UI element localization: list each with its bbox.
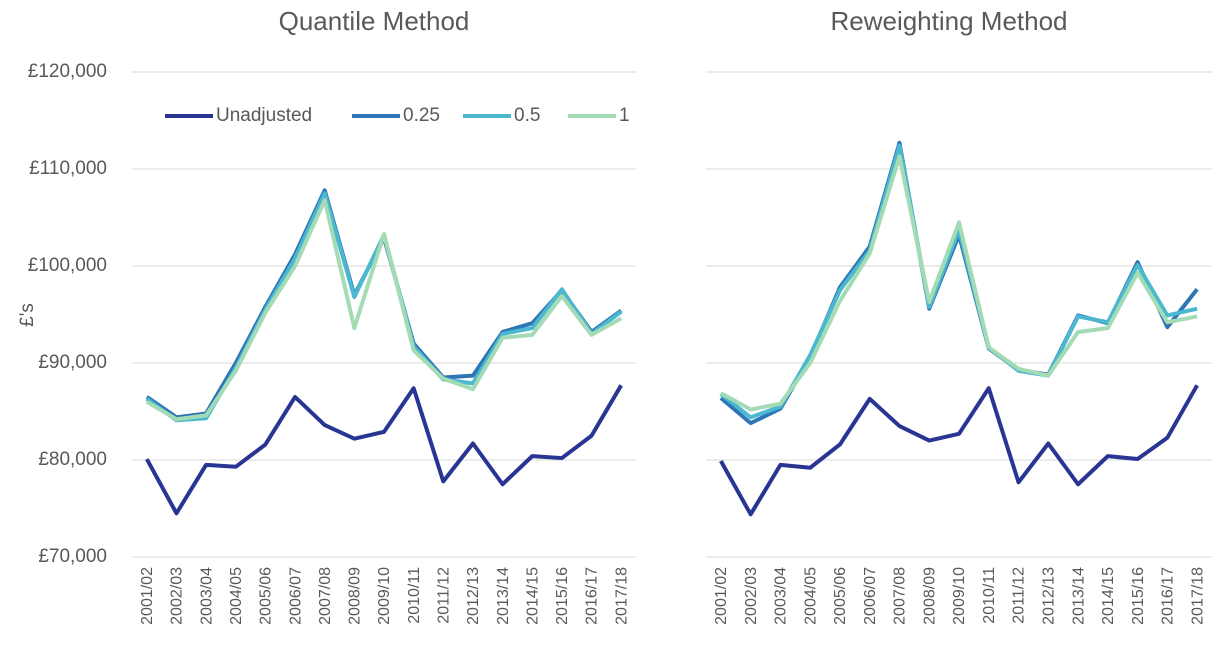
- x-tick-label: 2005/06: [832, 567, 849, 625]
- x-tick-label: 2016/17: [584, 567, 601, 625]
- x-tick-label: 2008/09: [921, 567, 938, 625]
- x-tick-label: 2010/11: [981, 567, 998, 624]
- x-tick-label: 2007/08: [317, 567, 334, 625]
- x-tick-label: 2006/07: [862, 567, 879, 625]
- y-axis-label: £'s: [17, 303, 38, 327]
- x-tick-label: 2016/17: [1160, 567, 1177, 625]
- y-tick-label: £120,000: [28, 61, 107, 82]
- x-tick-label: 2006/07: [287, 567, 304, 625]
- x-tick-label: 2003/04: [773, 567, 790, 625]
- x-tick-label: 2015/16: [554, 567, 571, 625]
- x-tick-label: 2015/16: [1130, 567, 1147, 625]
- x-tick-label: 2010/11: [406, 567, 423, 624]
- series-line: [145, 198, 623, 422]
- x-tick-label: 2009/10: [376, 567, 393, 625]
- series-line: [719, 154, 1198, 412]
- x-tick-label: 2013/14: [495, 567, 512, 625]
- x-tick-label: 2002/03: [169, 567, 186, 625]
- x-tick-label: 2011/12: [436, 567, 453, 624]
- x-tick-label: 2012/13: [465, 567, 482, 625]
- x-tick-label: 2008/09: [347, 567, 364, 625]
- chart-title: Reweighting Method: [830, 6, 1067, 36]
- y-tick-label: £80,000: [38, 449, 107, 470]
- x-tick-label: 2001/02: [139, 567, 156, 625]
- legend-label: 1: [619, 105, 630, 126]
- x-tick-label: 2003/04: [198, 567, 215, 625]
- x-tick-label: 2014/15: [1100, 567, 1117, 625]
- x-tick-label: 2017/18: [613, 567, 630, 625]
- x-tick-label: 2009/10: [951, 567, 968, 625]
- y-tick-label: £110,000: [29, 158, 107, 179]
- legend-label: 0.25: [403, 105, 440, 126]
- x-tick-label: 2014/15: [524, 567, 541, 625]
- x-tick-label: 2001/02: [713, 567, 730, 625]
- x-tick-label: 2002/03: [743, 567, 760, 625]
- x-tick-label: 2004/05: [802, 567, 819, 625]
- series-line: [719, 140, 1199, 426]
- legend-label: 0.5: [514, 105, 540, 126]
- y-tick-label: £100,000: [28, 255, 107, 276]
- x-tick-label: 2007/08: [892, 567, 909, 625]
- x-tick-label: 2004/05: [228, 567, 245, 625]
- x-tick-label: 2013/14: [1070, 567, 1087, 625]
- x-tick-label: 2012/13: [1041, 567, 1058, 625]
- x-tick-label: 2017/18: [1189, 567, 1206, 625]
- series-line: [145, 384, 623, 516]
- legend-label: Unadjusted: [216, 105, 312, 126]
- chart-title: Quantile Method: [279, 6, 470, 36]
- x-tick-label: 2005/06: [258, 567, 275, 625]
- series-line: [719, 384, 1199, 517]
- series-line: [719, 143, 1198, 420]
- x-tick-label: 2011/12: [1011, 567, 1028, 624]
- series-line: [145, 191, 623, 423]
- y-tick-label: £90,000: [38, 352, 107, 373]
- y-tick-label: £70,000: [38, 546, 107, 567]
